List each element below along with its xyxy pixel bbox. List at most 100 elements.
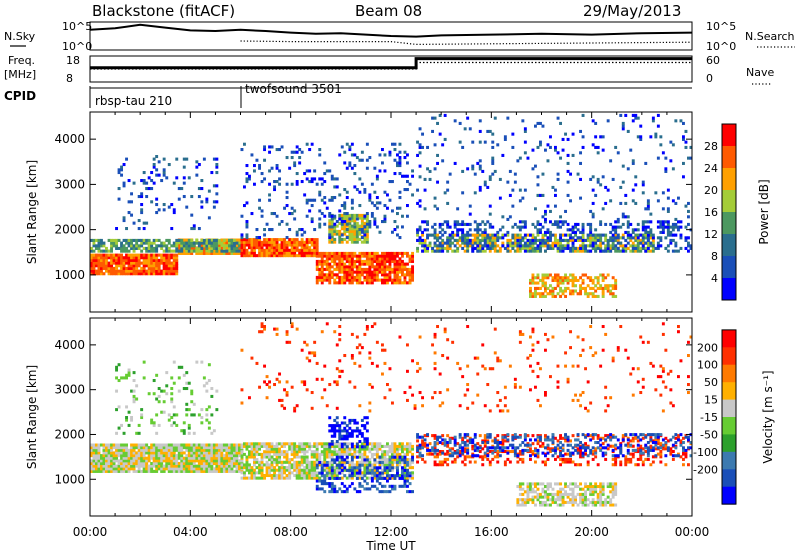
power-cell: [561, 148, 565, 152]
velocity-cell: [243, 466, 246, 470]
power-cell: [328, 212, 332, 216]
power-cell: [541, 244, 545, 248]
velocity-cell: [222, 454, 226, 458]
power-cell: [323, 201, 327, 205]
velocity-cell: [360, 471, 364, 475]
velocity-cell: [167, 467, 171, 471]
power-cell: [451, 241, 455, 245]
velocity-cell: [170, 451, 174, 455]
velocity-cell: [365, 460, 369, 464]
velocity-cell: [170, 462, 174, 466]
power-cell: [529, 281, 532, 285]
power-cell: [300, 251, 304, 255]
velocity-cell: [278, 447, 282, 451]
power-cell: [443, 246, 447, 250]
power-cell: [130, 213, 134, 217]
power-cell: [666, 196, 670, 200]
power-cell: [90, 261, 93, 265]
power-cell: [345, 259, 349, 263]
power-cell: [165, 264, 169, 268]
power-cell: [478, 249, 482, 253]
velocity-cell: [145, 456, 149, 460]
power-cell: [142, 171, 146, 175]
power-cell: [368, 156, 372, 160]
power-cell: [516, 238, 520, 242]
power-cell: [596, 276, 600, 280]
power-cell: [461, 233, 465, 237]
power-cell: [283, 240, 287, 244]
velocity-cell: [155, 446, 159, 450]
power-cell: [255, 238, 259, 242]
power-cell: [531, 244, 535, 248]
power-cell: [536, 249, 540, 253]
power-cell: [333, 262, 337, 266]
velocity-cell: [398, 476, 402, 480]
velocity-cell: [383, 460, 387, 464]
power-cell: [388, 270, 392, 274]
velocity-cell: [368, 458, 372, 462]
velocity-cell: [270, 444, 274, 448]
velocity-cell: [125, 459, 129, 463]
velocity-cell: [381, 461, 384, 465]
velocity-cell: [280, 474, 284, 478]
power-cell: [318, 259, 322, 263]
velocity-cell: [212, 454, 216, 458]
power-cell: [393, 148, 397, 152]
velocity-cell: [446, 463, 450, 467]
velocity-cell: [132, 456, 136, 460]
power-cell: [345, 275, 349, 279]
power-cell: [438, 241, 442, 245]
power-cell: [92, 244, 96, 248]
velocity-cell: [358, 447, 362, 451]
velocity-cell: [170, 464, 174, 468]
power-cell: [554, 220, 557, 224]
power-cell: [523, 244, 527, 248]
velocity-cell: [403, 461, 407, 465]
velocity-cell: [436, 442, 440, 446]
velocity-cell: [283, 468, 287, 472]
power-cell: [155, 155, 159, 159]
power-cell: [684, 246, 688, 250]
power-cell: [511, 204, 515, 208]
power-cell: [561, 220, 565, 224]
power-cell: [333, 196, 337, 200]
power-cell: [315, 265, 319, 269]
power-cell: [631, 236, 635, 240]
velocity-cell: [293, 450, 297, 454]
velocity-cell: [391, 447, 394, 451]
velocity-cell: [132, 467, 136, 471]
power-cell: [441, 238, 445, 242]
power-cell: [431, 116, 435, 120]
power-cell: [160, 258, 164, 262]
power-cell: [529, 289, 532, 293]
velocity-cell: [225, 454, 229, 458]
power-cell: [375, 201, 379, 205]
velocity-cell: [330, 484, 334, 488]
power-cell: [574, 276, 578, 280]
power-cell: [679, 236, 683, 240]
power-cell: [486, 236, 490, 240]
power-cell: [401, 174, 404, 178]
power-cell: [102, 241, 106, 245]
velocity-cell: [125, 462, 129, 466]
power-cell: [481, 233, 485, 237]
velocity-cell: [381, 484, 384, 488]
velocity-cell: [260, 466, 264, 470]
velocity-cell: [120, 451, 124, 455]
velocity-cell: [411, 455, 415, 459]
power-cell: [205, 249, 209, 253]
power-cell: [170, 266, 174, 270]
power-cell: [217, 246, 221, 250]
velocity-cell: [446, 434, 450, 438]
power-cell: [651, 249, 655, 253]
power-cell: [483, 222, 487, 226]
power-cell: [559, 244, 563, 248]
velocity-cell: [192, 456, 196, 460]
power-cell: [616, 241, 620, 245]
power-cell: [406, 262, 409, 266]
power-cell: [358, 265, 362, 269]
power-cell: [626, 222, 630, 226]
power-cell: [636, 233, 640, 237]
power-cell: [195, 251, 199, 255]
